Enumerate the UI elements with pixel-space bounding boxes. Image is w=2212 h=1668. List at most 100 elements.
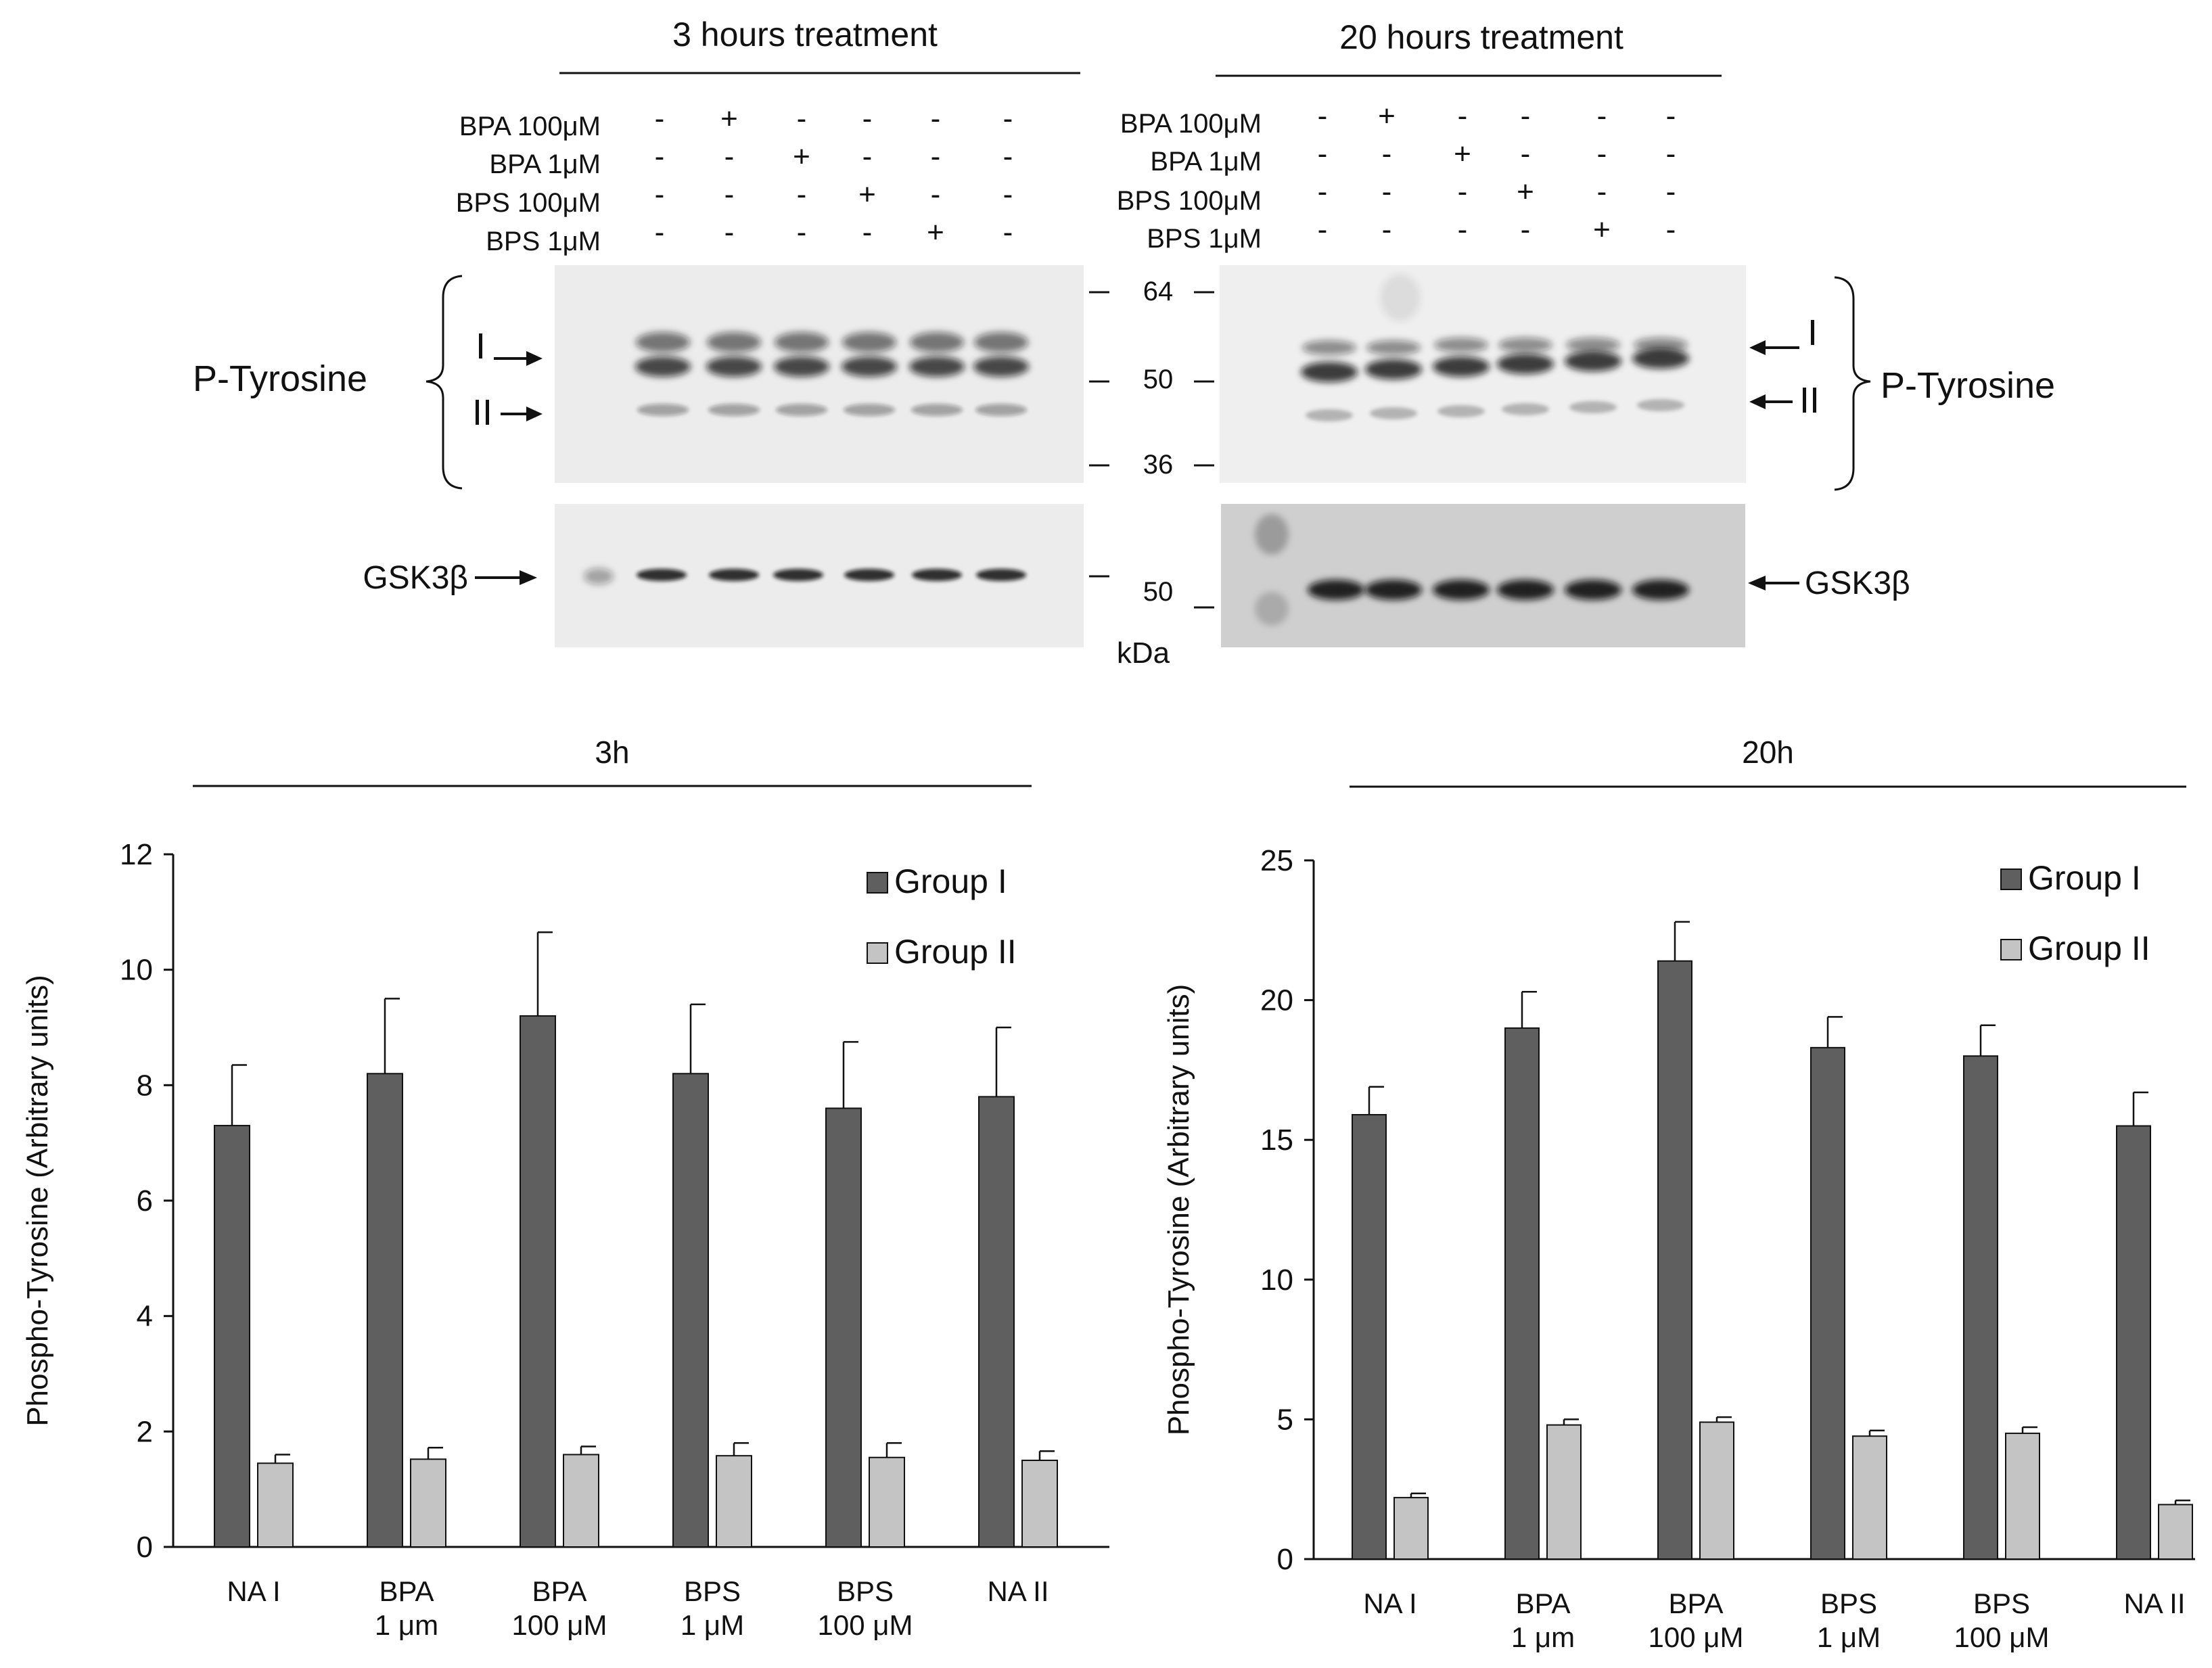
y-tick-label: 2 bbox=[137, 1415, 153, 1448]
x-tick-label: BPA bbox=[1669, 1588, 1724, 1619]
gsk-bands-left bbox=[584, 568, 1026, 584]
band-i-label-right: I bbox=[1807, 312, 1818, 353]
legend-label: Group I bbox=[894, 862, 1007, 900]
bracket-right bbox=[1834, 276, 1871, 491]
x-tick-label: 1 μM bbox=[1817, 1621, 1881, 1653]
x-tick-label: BPS bbox=[1973, 1588, 2030, 1619]
treatment-sign: - bbox=[862, 140, 873, 173]
legend-label: Group I bbox=[2028, 859, 2141, 897]
treatment-sign: - bbox=[1458, 99, 1468, 133]
legend-label: Group II bbox=[894, 933, 1017, 971]
treatment-sign: - bbox=[1003, 102, 1013, 135]
treatment-sign: - bbox=[1666, 175, 1676, 208]
blot-band bbox=[1301, 362, 1358, 382]
blot-band bbox=[842, 356, 897, 377]
treatment-sign: + bbox=[1454, 137, 1471, 170]
blot-band bbox=[1255, 514, 1289, 555]
ptyr-membrane-right bbox=[1220, 265, 1746, 483]
y-tick-label: 10 bbox=[120, 954, 153, 987]
blot-right: 20 hours treatment BPA 100μM BPA 1μM BPS… bbox=[1117, 18, 2055, 647]
blot-band bbox=[1637, 399, 1684, 411]
treatment-sign: - bbox=[1521, 137, 1531, 170]
y-tick-label: 4 bbox=[137, 1300, 153, 1333]
treatment-sign: - bbox=[862, 216, 873, 249]
bar-group-i bbox=[978, 1096, 1015, 1548]
treatment-sign: + bbox=[793, 140, 810, 173]
y-tick-label: 5 bbox=[1277, 1403, 1293, 1436]
y-axis-label: Phospho-Tyrosine (Arbitrary units) bbox=[21, 975, 54, 1427]
blot-band bbox=[910, 332, 964, 352]
treatment-sign: - bbox=[1521, 99, 1531, 133]
blot-right-title: 20 hours treatment bbox=[1339, 18, 1623, 56]
blot-band bbox=[909, 356, 965, 377]
bar-group-i bbox=[672, 1073, 709, 1548]
treatment-label: BPA 100μM bbox=[459, 112, 601, 141]
y-tick-label: 8 bbox=[137, 1069, 153, 1102]
treatment-sign: - bbox=[931, 140, 941, 173]
treatment-sign: - bbox=[1382, 137, 1392, 170]
x-tick-label: NA II bbox=[987, 1575, 1049, 1607]
blot-band bbox=[584, 568, 614, 584]
treatment-sign: + bbox=[858, 178, 876, 211]
treatment-sign: - bbox=[1003, 178, 1013, 211]
treatment-sign: - bbox=[1318, 137, 1328, 170]
ptyr-label-right: P-Tyrosine bbox=[1881, 365, 2055, 406]
marker-64: 64 bbox=[1143, 277, 1174, 306]
x-tick-label: NA I bbox=[227, 1575, 280, 1607]
blot-band bbox=[1632, 580, 1689, 600]
treatment-sign: + bbox=[1593, 213, 1611, 246]
blot-band bbox=[707, 332, 761, 352]
x-tick-label: 1 μm bbox=[375, 1609, 438, 1641]
treatment-grid-left: BPA 100μM BPA 1μM BPS 100μM BPS 1μM - + - -… bbox=[456, 102, 1013, 256]
chart-20h: 20h 0 5 10 15 20 25 Phospho-Tyrosine (Arbitrary… bbox=[1162, 735, 2195, 1653]
marker-50: 50 bbox=[1143, 365, 1174, 394]
treatment-sign: + bbox=[1517, 175, 1534, 208]
y-tick-label: 6 bbox=[137, 1184, 153, 1218]
x-tick-label: 100 μM bbox=[1649, 1621, 1744, 1653]
ptyr-bands-left bbox=[635, 332, 1029, 416]
blot-band bbox=[1433, 356, 1490, 377]
bar-group-ii bbox=[1699, 1421, 1734, 1560]
band-i-arrowhead-right bbox=[1749, 340, 1766, 355]
treatment-sign: + bbox=[1378, 99, 1396, 133]
blot-band bbox=[975, 404, 1027, 416]
blot-band bbox=[1498, 338, 1552, 352]
treatment-label: BPA 1μM bbox=[489, 149, 601, 179]
bar-group-i bbox=[825, 1107, 862, 1548]
y-tick-label: 20 bbox=[1260, 984, 1293, 1017]
x-tick-label: 1 μM bbox=[681, 1609, 744, 1641]
blot-band bbox=[1565, 351, 1621, 371]
blot-band bbox=[844, 404, 895, 416]
bar-group-ii bbox=[2005, 1433, 2040, 1560]
blot-band bbox=[976, 569, 1026, 581]
treatment-sign: - bbox=[797, 178, 807, 211]
bar-group-i bbox=[1963, 1055, 1998, 1560]
treatment-sign: - bbox=[1666, 213, 1676, 246]
blot-band bbox=[1380, 274, 1421, 321]
band-ii-arrowhead-left bbox=[526, 407, 543, 421]
treatment-sign: - bbox=[1597, 99, 1607, 133]
treatment-sign: - bbox=[1666, 137, 1676, 170]
treatment-sign: - bbox=[655, 102, 665, 135]
gsk-arrowhead-left bbox=[520, 570, 537, 585]
x-tick-label: NA II bbox=[2123, 1588, 2185, 1619]
legend-swatch bbox=[867, 872, 888, 894]
x-tick-label: NA I bbox=[1363, 1588, 1416, 1619]
band-i-arrowhead-left bbox=[526, 351, 543, 366]
y-tick-label: 0 bbox=[1277, 1543, 1293, 1576]
treatment-sign: - bbox=[655, 178, 665, 211]
blot-band bbox=[1365, 580, 1422, 600]
blot-band bbox=[1433, 580, 1490, 600]
legend-swatch bbox=[2000, 868, 2022, 890]
x-tick-label: BPS bbox=[684, 1575, 741, 1607]
treatment-sign: - bbox=[1318, 99, 1328, 133]
treatment-sign: + bbox=[927, 216, 944, 249]
ptyr-label-left: P-Tyrosine bbox=[193, 358, 367, 399]
treatment-sign: - bbox=[1597, 137, 1607, 170]
band-ii-label-left: II bbox=[472, 392, 492, 433]
blot-band bbox=[1566, 338, 1620, 352]
chart-3h: 3h 0 2 4 6 8 10 12 Phospho-Tyrosine (Arbitrary u… bbox=[21, 735, 1109, 1641]
bar-group-ii bbox=[1393, 1497, 1429, 1560]
legend-swatch bbox=[2000, 939, 2022, 960]
x-tick-label: BPA bbox=[532, 1575, 587, 1607]
